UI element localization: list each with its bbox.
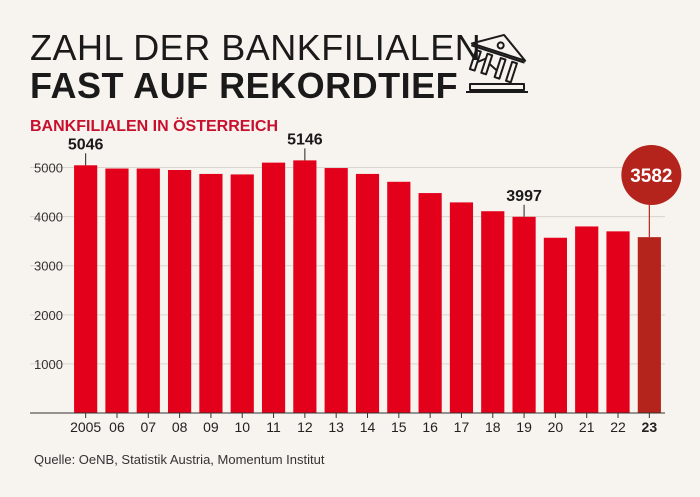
bar (199, 173, 223, 413)
x-tick-label: 07 (141, 419, 157, 435)
bar (543, 237, 567, 413)
x-tick-label: 20 (548, 419, 564, 435)
bank-building-icon (466, 33, 528, 93)
bar (105, 168, 129, 413)
x-tick-label: 18 (485, 419, 501, 435)
bar-highlight (637, 237, 661, 413)
data-label: 3997 (506, 188, 542, 205)
bar (512, 216, 536, 413)
x-tick-label: 22 (610, 419, 626, 435)
y-tick-label: 1000 (34, 357, 63, 372)
bar (355, 173, 380, 413)
data-label: 5046 (68, 136, 104, 153)
x-tick-label: 14 (360, 419, 376, 435)
x-tick-label: 21 (579, 419, 595, 435)
bar (74, 165, 98, 413)
bar (418, 193, 442, 413)
x-tick-label: 12 (297, 419, 313, 435)
data-label: 5146 (287, 131, 323, 148)
bar (136, 168, 160, 413)
x-tick-label: 09 (203, 419, 219, 435)
bar (293, 160, 317, 413)
chart-subtitle: BANKFILIALEN IN ÖSTERREICH (30, 118, 278, 135)
bar (324, 168, 348, 413)
bar (481, 211, 505, 413)
y-tick-label: 3000 (34, 259, 63, 274)
bar (387, 181, 411, 413)
bar (168, 170, 192, 413)
x-tick-label: 06 (109, 419, 125, 435)
title-line-1: ZAHL DER BANKFILIALEN (30, 27, 482, 68)
highlight-bubble (621, 145, 682, 205)
x-tick-label: 13 (328, 419, 344, 435)
x-tick-label: 2005 (70, 419, 101, 435)
x-tick-label: 16 (422, 419, 438, 435)
x-tick-label: 17 (454, 419, 470, 435)
x-tick-label: 19 (516, 419, 532, 435)
bar (230, 174, 254, 413)
bar (261, 162, 286, 413)
x-tick-label: 15 (391, 419, 407, 435)
x-tick-label: 10 (234, 419, 250, 435)
x-tick-label: 11 (266, 419, 281, 435)
bar (606, 231, 630, 413)
x-tick-label: 23 (642, 419, 658, 435)
bar (575, 226, 599, 413)
y-tick-label: 4000 (34, 210, 63, 225)
x-tick-label: 08 (172, 419, 188, 435)
title-line-2: FAST AUF REKORDTIEF (30, 65, 459, 106)
source-note: Quelle: OeNB, Statistik Austria, Momentu… (34, 452, 325, 467)
bar (449, 202, 474, 413)
data-label: 3582 (630, 166, 672, 187)
y-tick-label: 5000 (34, 161, 63, 176)
y-tick-label: 2000 (34, 308, 63, 323)
